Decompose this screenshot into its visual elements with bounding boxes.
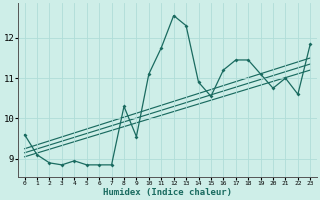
X-axis label: Humidex (Indice chaleur): Humidex (Indice chaleur) (103, 188, 232, 197)
